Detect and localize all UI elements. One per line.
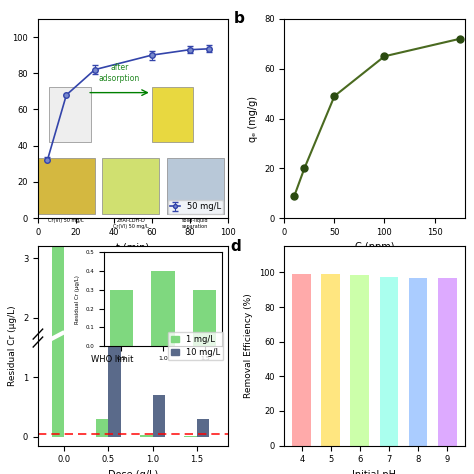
FancyBboxPatch shape [167, 158, 224, 214]
Y-axis label: qₑ (mg/g): qₑ (mg/g) [248, 95, 258, 142]
Bar [380, 277, 399, 446]
Y-axis label: Residual Cr (µg/L): Residual Cr (µg/L) [8, 306, 17, 386]
FancyBboxPatch shape [38, 158, 95, 214]
Text: solid-liquid
separation: solid-liquid separation [182, 218, 209, 229]
X-axis label: C (ppm): C (ppm) [355, 242, 394, 252]
Bar [350, 275, 369, 446]
Text: d: d [230, 238, 241, 254]
FancyBboxPatch shape [102, 158, 159, 214]
Legend: 50 mg/L: 50 mg/L [168, 200, 223, 214]
Bar [52, 246, 64, 437]
Text: b: b [234, 11, 245, 26]
Bar [438, 278, 456, 446]
FancyBboxPatch shape [49, 87, 91, 142]
Bar [409, 278, 428, 446]
Y-axis label: Removal Efficiency (%): Removal Efficiency (%) [245, 294, 254, 398]
Bar [109, 270, 121, 437]
Bar [197, 419, 209, 437]
Legend: 1 mg/L, 10 mg/L: 1 mg/L, 10 mg/L [168, 332, 223, 360]
Bar [292, 274, 311, 446]
Text: after
adsorption: after adsorption [99, 63, 140, 82]
Text: WHO limit: WHO limit [91, 355, 133, 364]
X-axis label: t (min): t (min) [116, 242, 149, 252]
Bar [96, 419, 109, 437]
Bar [153, 395, 165, 437]
Bar [140, 436, 153, 437]
FancyBboxPatch shape [152, 87, 193, 142]
X-axis label: Dose (g/L): Dose (g/L) [108, 470, 158, 474]
X-axis label: Initial pH: Initial pH [353, 470, 396, 474]
Bar [321, 274, 340, 446]
Text: Cr(VI) 50 mg/L: Cr(VI) 50 mg/L [48, 218, 84, 223]
Text: ZnAl-LDH-D
Cr(VI) 50 mg/L: ZnAl-LDH-D Cr(VI) 50 mg/L [113, 218, 149, 229]
